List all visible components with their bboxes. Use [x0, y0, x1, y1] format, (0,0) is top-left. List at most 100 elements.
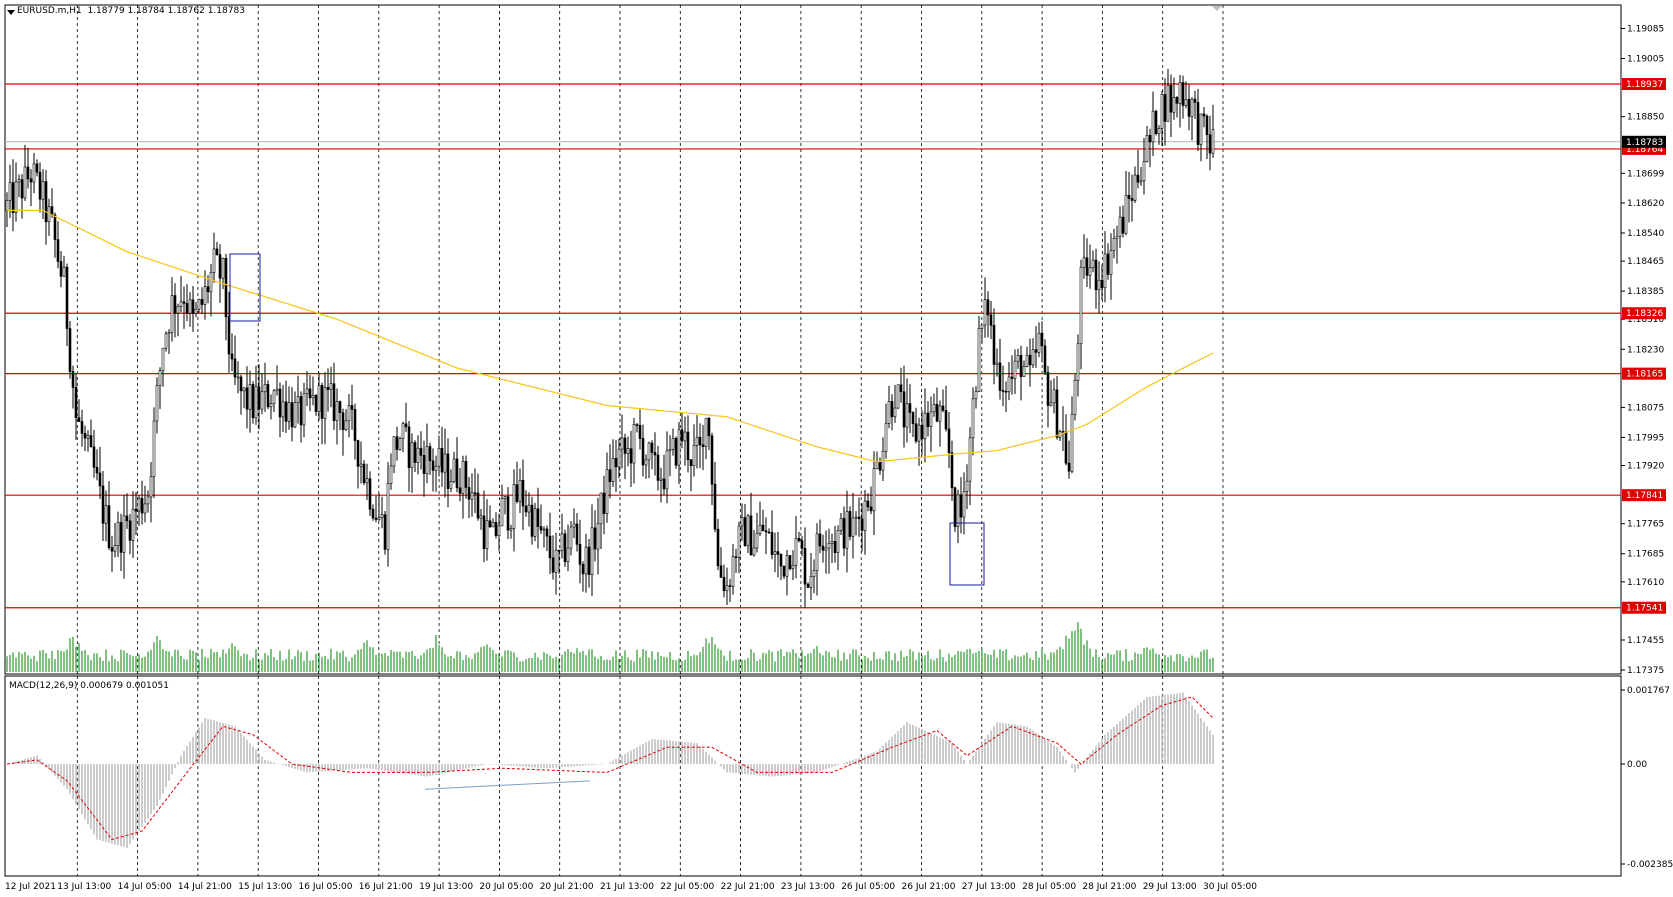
candle-body [959, 494, 963, 518]
candle-body [308, 388, 312, 399]
candle-body [650, 442, 654, 453]
candle-body [659, 478, 663, 481]
x-tick-label: 19 Jul 13:00 [419, 882, 473, 892]
candle-body [824, 547, 828, 551]
candle-body [233, 358, 237, 378]
candle-body [62, 266, 66, 277]
candle-body [38, 171, 42, 200]
level-label-bg [1622, 78, 1666, 91]
candle-body [878, 461, 882, 471]
candle-body [257, 386, 261, 410]
level-label: 1.18937 [1626, 80, 1663, 90]
candle-body [1154, 110, 1158, 135]
candle-body [1199, 113, 1203, 145]
candle-body [926, 412, 930, 427]
candle-body [518, 479, 522, 502]
candle-body [581, 564, 585, 575]
candle-body [1091, 259, 1095, 268]
candle-body [923, 412, 927, 440]
candle-body [587, 546, 591, 575]
candle-body [998, 362, 1002, 391]
candle-body [731, 556, 735, 587]
candle-body [503, 496, 507, 499]
candle-body [245, 387, 249, 410]
candle-body [812, 570, 816, 577]
candle-body [1118, 216, 1122, 237]
candle-body [338, 401, 342, 413]
candle-body [326, 387, 330, 390]
candle-body [368, 478, 372, 510]
candle-body [482, 515, 486, 549]
candle-body [839, 518, 843, 531]
candle-body [29, 178, 33, 183]
candle-body [1046, 372, 1050, 406]
candle-body [776, 551, 780, 555]
candle-body [806, 583, 810, 588]
chart-menu-arrow-icon[interactable] [7, 10, 15, 15]
candle-body [818, 533, 822, 547]
candle-body [239, 376, 243, 392]
candles-group [5, 68, 1215, 609]
candle-body [134, 508, 138, 512]
candle-body [320, 385, 324, 419]
candle-body [11, 182, 15, 214]
candle-body [44, 181, 48, 223]
candle-body [1055, 389, 1059, 438]
candle-body [248, 384, 252, 410]
candle-body [347, 405, 351, 422]
annotation-box [949, 522, 985, 586]
candle-body [470, 492, 474, 500]
candle-body [527, 504, 531, 513]
candle-body [1088, 267, 1092, 276]
candle-body [749, 515, 753, 556]
candle-body [1178, 82, 1182, 104]
candle-body [611, 457, 615, 482]
candle-body [1094, 259, 1098, 291]
y-tick-label: 1.17455 [1627, 636, 1664, 646]
candle-body [293, 402, 297, 428]
y-tick-label: 1.18385 [1627, 287, 1664, 297]
candle-body [350, 405, 354, 410]
candle-body [1034, 349, 1038, 353]
candle-body [578, 544, 582, 565]
candle-body [1148, 135, 1152, 143]
candle-body [1169, 85, 1173, 113]
candle-body [800, 540, 804, 549]
candle-body [761, 524, 765, 531]
candle-body [1064, 431, 1068, 464]
candle-body [353, 409, 357, 441]
candle-body [53, 214, 57, 240]
candle-body [1130, 198, 1134, 201]
candle-body [341, 412, 345, 430]
candle-body [263, 384, 267, 393]
candle-body [278, 388, 282, 418]
candle-body [974, 391, 978, 400]
candle-body [1076, 343, 1080, 381]
candle-body [626, 448, 630, 454]
candle-body [575, 523, 579, 545]
candle-body [953, 487, 957, 527]
candle-body [641, 438, 645, 466]
candle-body [899, 384, 903, 393]
candle-body [128, 520, 132, 541]
candle-body [71, 371, 75, 388]
candle-body [272, 390, 276, 404]
x-tick-label: 21 Jul 13:00 [600, 882, 654, 892]
candle-body [173, 295, 177, 314]
candle-body [617, 448, 621, 468]
candle-body [206, 286, 210, 293]
candle-body [623, 437, 627, 454]
candle-body [716, 528, 720, 567]
candle-body [110, 547, 114, 552]
level-label: 1.17541 [1626, 604, 1663, 614]
candle-body [1052, 389, 1056, 404]
candle-body [410, 442, 414, 468]
y-tick-label: 1.17610 [1627, 578, 1664, 588]
candle-body [647, 442, 651, 461]
x-tick-label: 26 Jul 05:00 [841, 882, 895, 892]
candle-body [311, 395, 315, 399]
candle-body [941, 405, 945, 411]
candle-body [437, 448, 441, 467]
